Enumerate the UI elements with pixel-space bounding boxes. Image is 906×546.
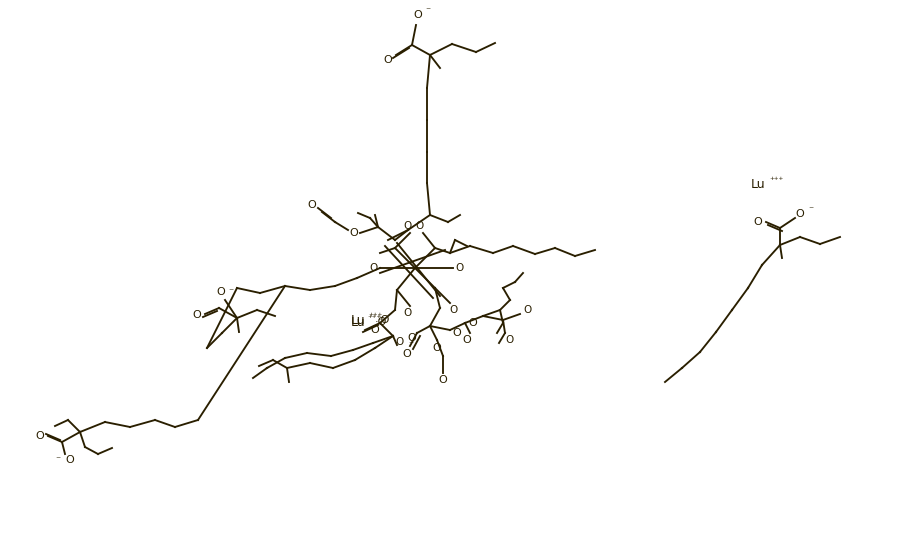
Text: Lu: Lu [751, 179, 766, 192]
Text: O: O [193, 310, 201, 320]
Text: O: O [433, 343, 441, 353]
Text: ⁻: ⁻ [55, 455, 61, 465]
Text: O: O [369, 263, 377, 273]
Text: ⁺⁺⁺: ⁺⁺⁺ [369, 312, 383, 321]
Text: O: O [795, 209, 805, 219]
Text: O: O [217, 287, 226, 297]
Text: O: O [463, 335, 471, 345]
Text: O: O [754, 217, 762, 227]
Text: Lu: Lu [351, 316, 365, 329]
Text: O: O [403, 308, 411, 318]
Text: O: O [408, 333, 417, 343]
Text: O: O [308, 200, 316, 210]
Text: O: O [506, 335, 514, 345]
Text: O: O [65, 455, 74, 465]
Text: O: O [439, 375, 448, 385]
Text: ⁺⁺⁺: ⁺⁺⁺ [368, 313, 382, 323]
Text: ⁻: ⁻ [808, 205, 814, 215]
Text: O: O [371, 325, 380, 335]
Text: O: O [416, 221, 424, 231]
Text: ⁻: ⁻ [409, 340, 413, 350]
Text: Lu: Lu [351, 313, 365, 327]
Text: O: O [448, 305, 458, 315]
Text: O: O [456, 263, 464, 273]
Text: ⁺⁺⁺: ⁺⁺⁺ [770, 176, 784, 186]
Text: O: O [383, 55, 392, 65]
Text: O: O [35, 431, 44, 441]
Text: O: O [414, 10, 422, 20]
Text: O: O [403, 221, 411, 231]
Text: ·O: ·O [378, 315, 390, 325]
Text: ⁻: ⁻ [228, 287, 234, 297]
Text: O: O [396, 337, 404, 347]
Text: O: O [453, 328, 461, 338]
Text: O: O [402, 349, 411, 359]
Text: O: O [523, 305, 531, 315]
Text: O: O [350, 228, 359, 238]
Text: ·O: ·O [375, 317, 387, 327]
Text: O: O [468, 318, 477, 328]
Text: ⁻: ⁻ [426, 6, 430, 16]
